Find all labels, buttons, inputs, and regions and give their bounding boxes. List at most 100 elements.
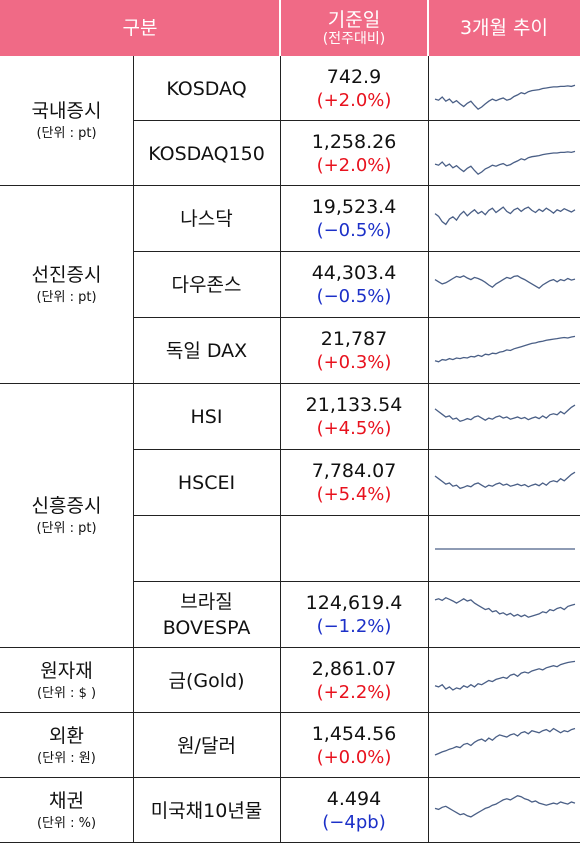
group-divider <box>0 185 580 186</box>
table-row-item: 다우존스 <box>133 252 280 318</box>
sparkline-path <box>434 335 576 363</box>
sparkline-path <box>434 727 576 756</box>
trend-sparkline <box>434 471 576 490</box>
sparkline-path <box>434 660 576 691</box>
table-row-value: 1,258.26 (+2.0%) <box>280 121 428 186</box>
table-row-value: 19,523.4 (−0.5%) <box>280 186 428 252</box>
table-row-value: 4.494 (−4pb) <box>280 778 428 843</box>
group-name: 채권 <box>49 789 84 812</box>
sparkline-path <box>434 84 576 111</box>
table-row-value: 742.9 (+2.0%) <box>280 56 428 121</box>
item-name-line: 독일 DAX <box>165 340 248 362</box>
header-separator <box>279 0 281 56</box>
group-divider <box>0 712 580 713</box>
table-row-item: HSI <box>133 384 280 450</box>
header-base-date-label: 기준일 <box>327 8 381 31</box>
index-value: 21,787 <box>320 328 388 350</box>
trend-sparkline <box>434 596 576 618</box>
index-value: 21,133.54 <box>305 394 403 416</box>
trend-sparkline <box>434 275 576 289</box>
item-name-line: HSCEI <box>177 472 236 494</box>
group-unit: (단위 : 원) <box>37 750 96 766</box>
group-unit: (단위 : $ ) <box>36 685 97 701</box>
table-row-item: 미국채10년물 <box>133 778 280 843</box>
group-unit: (단위 : pt) <box>36 290 97 305</box>
table-row-item: 브라질 BOVESPA <box>133 582 280 648</box>
table-row-item: 나스닥 <box>133 186 280 252</box>
weekly-change: (−0.5%) <box>316 286 392 307</box>
group-divider <box>0 777 580 778</box>
group-cell: 외환 (단위 : 원) <box>0 713 133 778</box>
sparkline-path <box>434 275 576 289</box>
row-divider <box>133 581 580 582</box>
group-unit: (단위 : pt) <box>36 126 97 141</box>
table-row-value: 44,303.4 (−0.5%) <box>280 252 428 318</box>
trend-sparkline <box>434 660 576 691</box>
item-name-line: 다우존스 <box>171 274 242 296</box>
weekly-change: (−4pb) <box>322 811 386 833</box>
table-row-value <box>280 516 428 582</box>
item-name-line: 원/달러 <box>177 734 236 757</box>
item-name-line: 미국채10년물 <box>150 799 263 822</box>
table-row-item: KOSDAQ150 <box>133 121 280 186</box>
table-row-item: 독일 DAX <box>133 318 280 384</box>
row-divider <box>133 449 580 450</box>
weekly-change: (+0.3%) <box>316 352 392 373</box>
group-name: 신흥증시 <box>31 495 102 517</box>
header-separator <box>427 0 429 56</box>
trend-sparkline <box>435 548 575 550</box>
table-row-item: KOSDAQ <box>133 56 280 121</box>
row-divider <box>133 515 580 516</box>
index-value: 4.494 <box>326 787 382 810</box>
header-category-label: 구분 <box>122 17 158 39</box>
weekly-change: (+2.2%) <box>316 681 392 703</box>
column-divider <box>280 56 281 843</box>
group-name: 선진증시 <box>31 264 102 286</box>
trend-sparkline <box>434 206 576 226</box>
trend-sparkline <box>434 84 576 111</box>
group-cell: 채권 (단위 : %) <box>0 778 133 843</box>
index-value: 7,784.07 <box>311 460 397 482</box>
sparkline-path <box>434 150 576 176</box>
item-name-line: 나스닥 <box>180 208 233 230</box>
item-name-line: BOVESPA <box>162 617 251 639</box>
weekly-change: (+2.0%) <box>316 154 392 176</box>
row-divider <box>133 251 580 252</box>
table-row-item <box>133 516 280 582</box>
group-divider <box>0 647 580 648</box>
sparkline-path <box>434 596 576 618</box>
header-trend-label: 3개월 추이 <box>459 17 549 39</box>
sparkline-path <box>434 206 576 226</box>
group-divider <box>0 383 580 384</box>
trend-sparkline <box>434 335 576 363</box>
row-divider <box>133 317 580 318</box>
table-row-value: 2,861.07 (+2.2%) <box>280 648 428 713</box>
group-cell: 선진증시 (단위 : pt) <box>0 186 133 384</box>
table-row-item: 금(Gold) <box>133 648 280 713</box>
index-value: 742.9 <box>326 65 382 88</box>
weekly-change: (+5.4%) <box>316 484 392 505</box>
weekly-change: (−0.5%) <box>316 220 392 241</box>
trend-sparkline <box>434 727 576 756</box>
group-name: 원자재 <box>40 659 93 682</box>
group-unit: (단위 : pt) <box>36 521 97 536</box>
sparkline-path <box>434 471 576 490</box>
table-row-value: 7,784.07 (+5.4%) <box>280 450 428 516</box>
group-cell: 신흥증시 (단위 : pt) <box>0 384 133 648</box>
header-base-date: 기준일 (전주대비) <box>280 0 428 56</box>
header-trend: 3개월 추이 <box>428 0 580 56</box>
trend-sparkline <box>434 150 576 176</box>
index-value: 2,861.07 <box>311 657 397 680</box>
weekly-change: (−1.2%) <box>316 616 392 637</box>
header-category: 구분 <box>0 0 280 56</box>
index-value: 19,523.4 <box>311 196 397 218</box>
column-divider <box>133 56 134 843</box>
weekly-change: (+0.0%) <box>316 746 392 768</box>
weekly-change: (+4.5%) <box>316 418 392 439</box>
item-name-line: 브라질 <box>180 591 233 613</box>
index-value: 1,258.26 <box>311 130 397 153</box>
group-unit: (단위 : %) <box>36 815 97 831</box>
row-divider <box>133 120 580 121</box>
sparkline-path <box>434 404 576 423</box>
weekly-change: (+2.0%) <box>316 89 392 111</box>
